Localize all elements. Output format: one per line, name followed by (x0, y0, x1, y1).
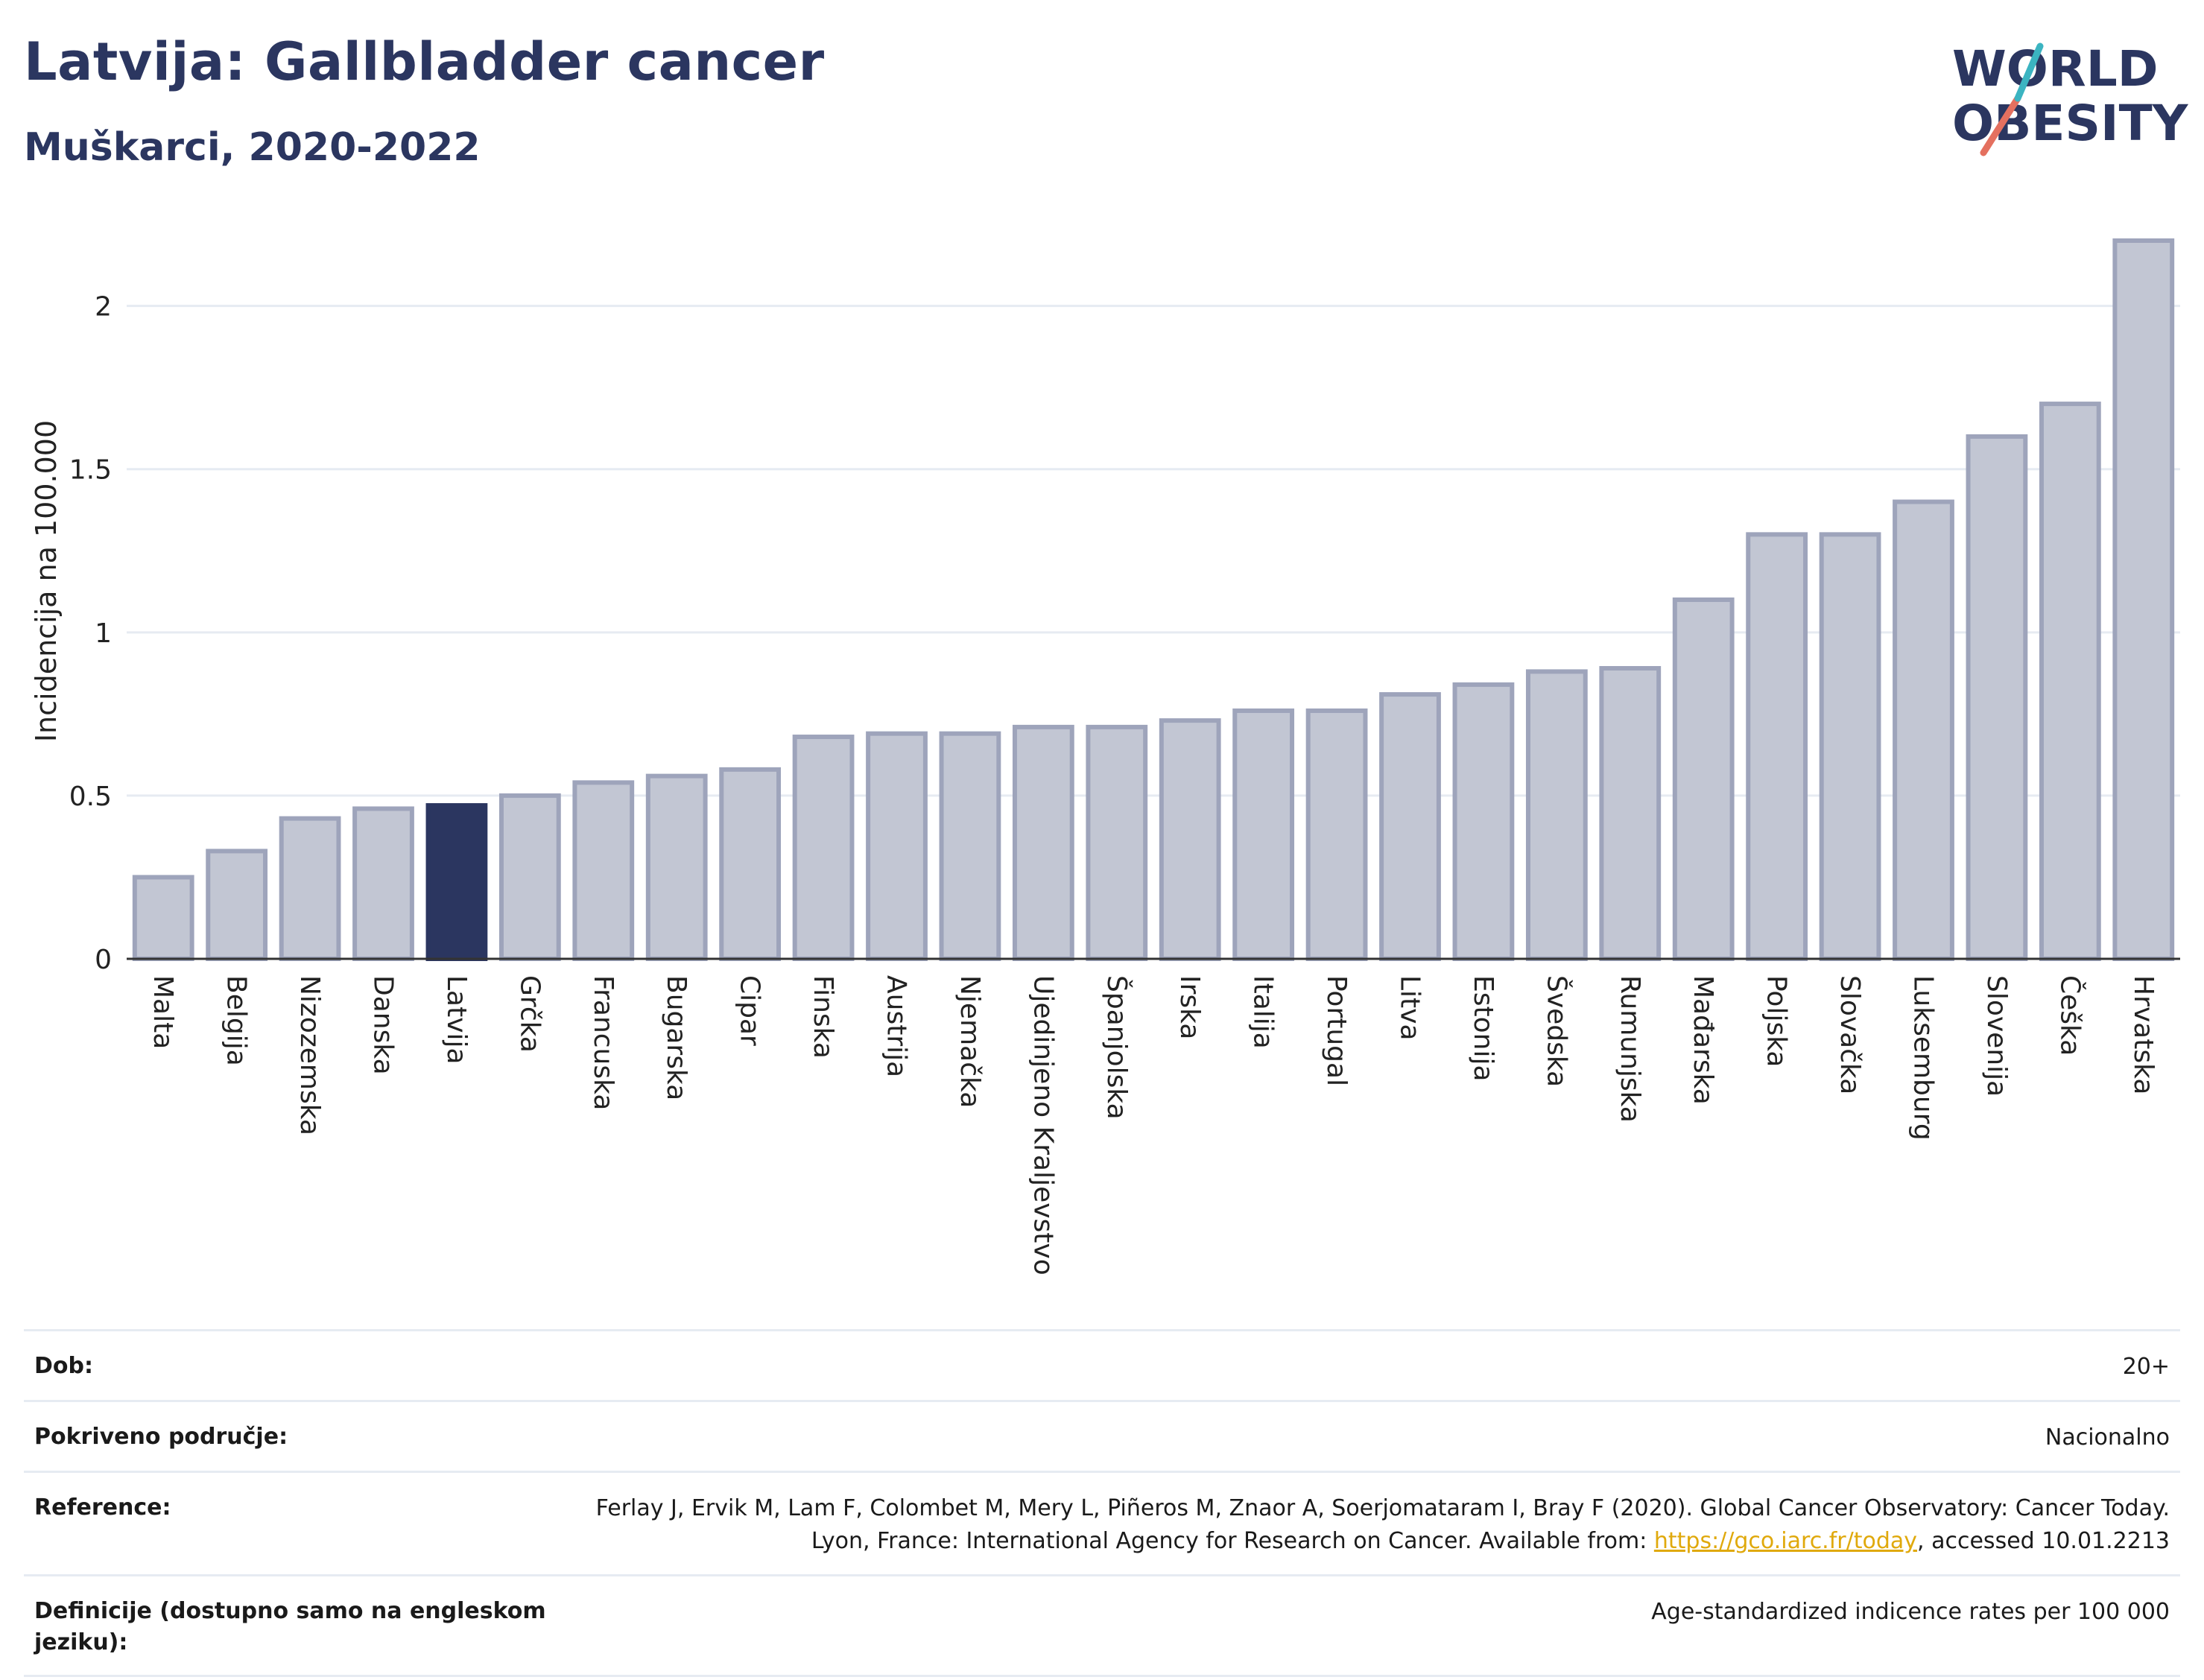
meta-row-reference: Reference: Ferlay J, Ervik M, Lam F, Col… (24, 1471, 2180, 1574)
x-tick-label: Italija (1248, 975, 1279, 1049)
x-tick-label: Ujedinjeno Kraljevstvo (1027, 975, 1058, 1275)
bar-Slovačka (1819, 532, 1881, 961)
y-tick-label: 1.5 (69, 455, 112, 486)
bar-Mađarska (1672, 597, 1735, 961)
x-tick-label: Švedska (1541, 975, 1572, 1087)
reference-accessed: , accessed 10.01.2213 (1917, 1528, 2170, 1554)
reference-text: Ferlay J, Ervik M, Lam F, Colombet M, Me… (595, 1495, 2170, 1554)
bar-Švedska (1525, 669, 1588, 962)
bar-Slovenija (1966, 434, 2028, 961)
chart-subtitle: Muškarci, 2020-2022 (24, 125, 481, 170)
x-tick-label: Slovenija (1981, 975, 2012, 1097)
metadata-table: Dob: 20+ Pokriveno područje: Nacionalno … (24, 1329, 2180, 1677)
x-tick-label: Latvija (441, 975, 472, 1065)
x-tick-label: Poljska (1761, 975, 1792, 1068)
bar-Malta (132, 875, 194, 962)
x-tick-label: Mađarska (1688, 975, 1718, 1105)
age-label: Dob: (34, 1353, 93, 1379)
x-tick-label: Njemačka (954, 975, 985, 1108)
x-tick-label: Francuska (588, 975, 618, 1110)
y-tick-label: 1 (95, 618, 112, 649)
bar-Bugarska (645, 773, 708, 961)
reference-label: Reference: (34, 1494, 171, 1521)
x-tick-label: Litva (1395, 975, 1425, 1041)
bar-Španjolska (1086, 724, 1148, 962)
x-axis-labels: Malta Belgija Nizozemska Danska Latvija Grčka… (148, 975, 2159, 1275)
chart-title: Latvija: Gallbladder cancer (24, 31, 825, 92)
x-tick-label: Cipar (735, 975, 765, 1046)
bar-Rumunjska (1599, 666, 1662, 961)
bar-Grčka (498, 793, 561, 961)
x-tick-label: Danska (368, 975, 399, 1075)
age-value: 20+ (2122, 1354, 2170, 1380)
x-tick-label: Bugarska (661, 975, 691, 1100)
bar-Danska (352, 806, 414, 962)
reference-value: Ferlay J, Ervik M, Lam F, Colombet M, Me… (568, 1492, 2170, 1558)
bars (132, 238, 2175, 962)
x-tick-label: Luksemburg (1908, 975, 1939, 1141)
bar-Francuska (572, 780, 635, 962)
y-axis-ticks: 0 0.5 1 1.5 2 (69, 292, 112, 975)
y-tick-label: 0 (95, 945, 112, 975)
logo-slash-coral (1980, 95, 2021, 156)
bar-Ujedinjeno Kraljevstvo (1012, 724, 1074, 962)
coverage-value: Nacionalno (2045, 1424, 2170, 1451)
bar-Italija (1232, 708, 1295, 961)
bar-Cipar (719, 767, 782, 961)
bar-chart: 0 0.5 1 1.5 2 Malta Belgija Nizozemska Danska La… (69, 238, 2180, 1275)
bar-Poljska (1746, 532, 1808, 961)
bar-Irska (1159, 718, 1221, 961)
x-tick-label: Estonija (1468, 975, 1498, 1082)
y-tick-label: 0.5 (69, 782, 112, 812)
definition-label: Definicije (dostupno samo na engleskom j… (34, 1598, 546, 1655)
bar-Estonija (1452, 682, 1515, 961)
x-tick-label: Austrija (881, 975, 912, 1077)
logo-line1: WORLD (1952, 40, 2159, 98)
bar-Finska (792, 735, 855, 961)
y-axis-label: Incidencija na 100.000 (30, 419, 63, 743)
bar-Belgija (206, 849, 268, 962)
bar-Latvija (425, 803, 488, 962)
meta-row-age: Dob: 20+ (24, 1329, 2180, 1400)
meta-row-coverage: Pokriveno područje: Nacionalno (24, 1400, 2180, 1471)
x-tick-label: Nizozemska (294, 975, 325, 1135)
x-tick-label: Irska (1174, 975, 1205, 1039)
x-tick-label: Grčka (514, 975, 545, 1053)
x-tick-label: Belgija (221, 975, 252, 1066)
coverage-label: Pokriveno područje: (34, 1424, 288, 1450)
x-tick-label: Finska (808, 975, 838, 1059)
bar-Hrvatska (2112, 238, 2175, 961)
bar-Austrija (866, 731, 928, 961)
y-tick-label: 2 (95, 292, 112, 323)
reference-link[interactable]: https://gco.iarc.fr/today (1653, 1528, 1918, 1554)
x-tick-label: Slovačka (1834, 975, 1865, 1094)
bar-Portugal (1305, 708, 1368, 961)
x-tick-label: Češka (2054, 975, 2086, 1056)
x-tick-label: Španjolska (1101, 975, 1133, 1120)
x-tick-label: Hrvatska (2128, 975, 2159, 1094)
x-tick-label: Rumunjska (1615, 975, 1645, 1123)
bar-Češka (2039, 402, 2101, 961)
world-obesity-logo: WORLD OBESITY (1952, 40, 2189, 156)
x-tick-label: Portugal (1321, 975, 1352, 1086)
meta-row-definition: Definicije (dostupno samo na engleskom j… (24, 1574, 2180, 1677)
logo-slash-teal (2014, 42, 2044, 102)
bar-Njemačka (939, 731, 1001, 961)
bar-Nizozemska (279, 816, 341, 961)
definition-value: Age-standardized indicence rates per 100… (1651, 1599, 2170, 1625)
bar-Litva (1379, 692, 1441, 962)
x-tick-label: Malta (148, 975, 178, 1049)
bar-Luksemburg (1893, 499, 1954, 961)
